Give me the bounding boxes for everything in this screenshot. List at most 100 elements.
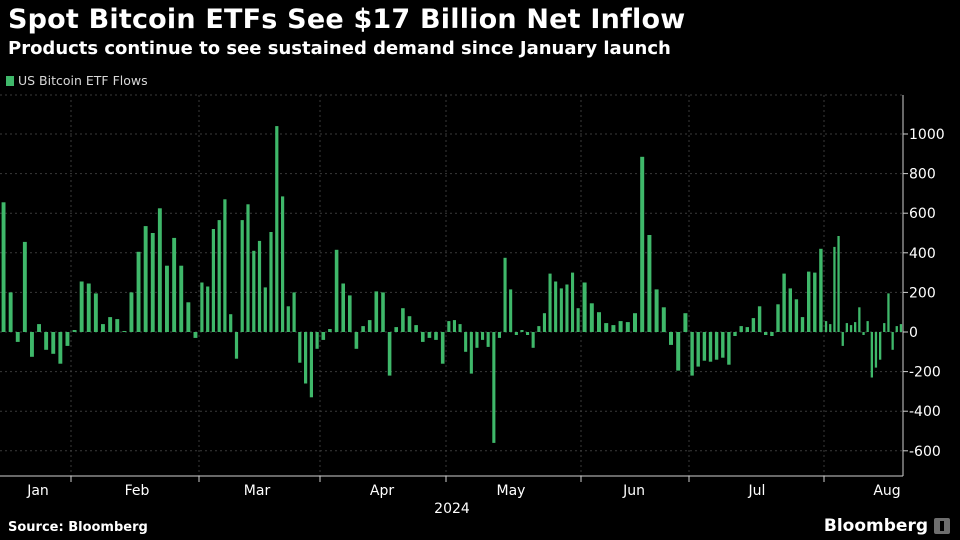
bar — [108, 317, 113, 332]
bar — [702, 332, 707, 361]
bar — [870, 332, 873, 378]
bar — [281, 196, 285, 332]
bar — [633, 313, 637, 332]
y-tick-label: 1000 — [909, 127, 945, 143]
bar — [51, 332, 56, 354]
bar — [841, 332, 844, 346]
bar — [200, 282, 204, 332]
bar — [298, 332, 302, 363]
bar — [542, 313, 546, 332]
x-axis: Jan Feb Mar Apr May Jun Jul Aug 2024 — [0, 475, 903, 517]
bar — [676, 332, 681, 371]
x-tick-label: Aug — [873, 483, 900, 499]
legend-label: US Bitcoin ETF Flows — [18, 73, 148, 88]
bar — [481, 332, 485, 340]
bar — [683, 313, 688, 332]
bar — [44, 332, 49, 350]
bar — [354, 332, 359, 349]
source-note: Source: Bloomberg — [8, 520, 148, 535]
bar — [179, 265, 184, 332]
bar — [770, 332, 774, 336]
bar — [321, 332, 326, 340]
bar — [136, 251, 141, 332]
bar — [721, 332, 725, 358]
bar — [309, 332, 313, 398]
bar — [381, 292, 385, 332]
bar — [849, 325, 853, 332]
y-tick-label: 400 — [909, 246, 936, 262]
bar — [854, 322, 857, 332]
bar — [143, 226, 148, 332]
bar — [537, 326, 541, 332]
bar — [565, 284, 569, 332]
bar — [206, 286, 210, 332]
bar — [548, 273, 552, 332]
bar — [895, 326, 898, 332]
x-year-label: 2024 — [434, 501, 470, 517]
bar — [275, 126, 279, 332]
bar — [696, 332, 700, 367]
bar — [15, 332, 20, 342]
bar — [757, 306, 762, 332]
bar — [165, 265, 169, 332]
bar — [794, 299, 799, 332]
bar — [800, 317, 805, 332]
bar — [611, 325, 616, 332]
bar — [597, 312, 601, 332]
bar — [514, 332, 518, 335]
bar — [554, 281, 558, 332]
bar — [829, 324, 832, 332]
chart-title: Spot Bitcoin ETFs See $17 Billion Net In… — [8, 4, 686, 35]
bar — [733, 332, 737, 336]
bar — [122, 331, 127, 332]
x-tick-label: Jun — [622, 483, 645, 499]
x-tick-label: Mar — [244, 483, 271, 499]
bar — [172, 237, 177, 332]
x-tick-label: Jan — [26, 483, 49, 499]
bar — [669, 332, 673, 345]
bar — [503, 257, 507, 333]
bar — [304, 332, 308, 384]
bar — [788, 288, 792, 332]
bar — [727, 332, 731, 365]
bar — [509, 289, 513, 332]
bar — [292, 292, 296, 332]
bar — [86, 283, 91, 332]
bar — [837, 236, 840, 332]
x-tick-label: Apr — [370, 483, 394, 499]
legend-swatch — [6, 75, 14, 86]
bar — [328, 329, 332, 332]
bar — [891, 332, 894, 350]
bar — [469, 332, 473, 374]
bar — [414, 325, 418, 332]
y-tick-label: -400 — [909, 404, 941, 420]
bar — [93, 293, 98, 332]
y-tick-label: 0 — [909, 325, 918, 341]
bar — [22, 241, 27, 332]
bar — [776, 304, 780, 332]
bar — [229, 314, 233, 332]
bar — [387, 332, 392, 376]
bar — [341, 283, 345, 332]
bloomberg-icon — [934, 518, 950, 534]
bar — [8, 292, 13, 332]
bar — [447, 321, 451, 332]
bar — [394, 327, 398, 332]
bar — [458, 324, 462, 332]
bar — [874, 332, 878, 368]
bar — [661, 307, 666, 333]
bar — [186, 302, 191, 332]
bar — [217, 220, 221, 332]
bar — [714, 332, 719, 360]
bar — [367, 320, 372, 332]
bar — [526, 332, 530, 335]
bar — [269, 232, 273, 332]
bar — [782, 273, 786, 332]
bar — [647, 235, 652, 332]
bar — [879, 332, 882, 360]
bar — [65, 332, 70, 346]
bar — [434, 332, 438, 340]
bar — [640, 156, 645, 332]
bar — [452, 320, 456, 332]
